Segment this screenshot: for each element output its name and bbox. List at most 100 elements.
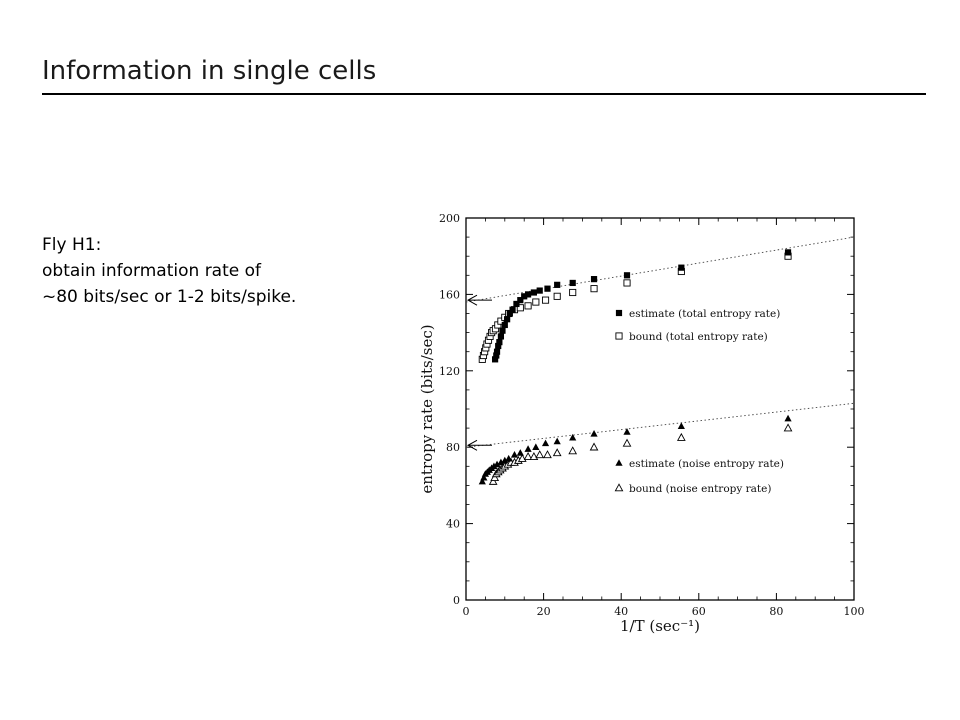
filled-square-point	[495, 342, 502, 350]
filled-square-point	[497, 333, 505, 340]
filled-square-point	[544, 285, 551, 292]
open-triangle-point	[552, 448, 562, 457]
body-line-1: Fly H1:	[42, 235, 102, 255]
legend-marker	[614, 483, 624, 492]
legend-marker	[615, 332, 623, 340]
legend-label: estimate (total entropy rate)	[629, 308, 780, 320]
open-triangle-point	[488, 476, 498, 485]
y-tick-label: 120	[439, 365, 460, 378]
extrapolation-arrow	[466, 294, 492, 306]
filled-triangle-point	[516, 449, 524, 456]
open-triangle-point	[543, 450, 552, 459]
open-square-point	[569, 288, 577, 297]
filled-triangle-point	[569, 433, 577, 441]
open-triangle-point	[490, 473, 500, 482]
legend-label: bound (total entropy rate)	[629, 331, 768, 343]
slide-title: Information in single cells	[42, 56, 377, 86]
filled-square-point	[623, 272, 631, 279]
filled-triangle-point	[478, 477, 486, 485]
x-tick-label: 0	[463, 605, 470, 618]
extrapolation-fit-line	[465, 236, 855, 303]
legend-marker	[615, 459, 623, 466]
legend-label: estimate (noise entropy rate)	[629, 458, 784, 470]
series-filled-triangle	[478, 414, 792, 485]
filled-square-point	[513, 300, 520, 308]
y-tick-label: 0	[453, 594, 460, 607]
y-tick-label: 80	[446, 441, 460, 454]
series-open-triangle	[488, 423, 793, 485]
body-line-3: ~80 bits/sec or 1-2 bits/spike.	[42, 287, 297, 307]
filled-triangle-point	[493, 460, 501, 468]
open-triangle-point	[783, 423, 793, 432]
filled-square-point	[493, 352, 500, 359]
x-tick-label: 40	[614, 605, 628, 618]
filled-square-point	[524, 291, 532, 298]
filled-square-point	[678, 264, 685, 271]
y-axis-label: entropy rate (bits/sec)	[418, 324, 436, 493]
open-square-point	[524, 302, 532, 310]
filled-square-point	[496, 339, 503, 346]
x-tick-label: 100	[844, 605, 865, 618]
open-square-point	[590, 285, 598, 293]
filled-triangle-point	[524, 445, 532, 452]
x-axis-label: 1/T (sec⁻¹)	[620, 617, 700, 635]
open-triangle-point	[523, 452, 533, 460]
filled-square-point	[569, 279, 576, 287]
y-tick-label: 200	[439, 212, 460, 225]
open-triangle-point	[568, 446, 578, 455]
filled-square-point	[493, 348, 501, 355]
filled-triangle-point	[532, 443, 540, 450]
extrapolation-fit-line	[465, 402, 855, 448]
filled-square-point	[784, 249, 792, 256]
plot-frame	[465, 217, 855, 601]
filled-square-point	[536, 287, 543, 294]
filled-triangle-point	[623, 428, 631, 435]
open-square-point	[623, 279, 631, 287]
filled-square-point	[530, 289, 537, 296]
body-text: Fly H1: obtain information rate of ~80 b…	[42, 232, 296, 310]
filled-square-point	[590, 276, 598, 283]
filled-square-point	[517, 297, 524, 304]
body-line-2: obtain information rate of	[42, 261, 262, 281]
open-triangle-point	[676, 432, 686, 441]
filled-square-point	[492, 356, 499, 363]
filled-triangle-point	[505, 454, 513, 462]
series-filled-square	[492, 249, 792, 363]
open-square-point	[553, 292, 561, 300]
entropy-rate-figure: 0 20 40 60 80 100 0 40 80 120 160 200 estimate (tot…	[400, 200, 880, 640]
open-square-point	[541, 296, 550, 304]
open-square-point	[497, 317, 505, 325]
y-tick-label: 40	[446, 518, 460, 531]
x-tick-label: 60	[692, 605, 706, 618]
filled-square-point	[501, 321, 508, 329]
filled-triangle-point	[490, 462, 498, 470]
open-triangle-point	[535, 450, 545, 459]
filled-triangle-point	[677, 422, 685, 429]
filled-triangle-point	[541, 439, 550, 447]
x-tick-label: 80	[769, 605, 783, 618]
title-divider	[42, 93, 926, 95]
legend-marker	[615, 309, 623, 317]
open-triangle-point	[589, 442, 599, 451]
filled-triangle-point	[480, 473, 488, 481]
entropy-rate-chart: 0 20 40 60 80 100 0 40 80 120 160 200 estimate (tot…	[418, 212, 865, 635]
filled-triangle-point	[590, 430, 598, 437]
filled-square-point	[499, 327, 506, 334]
filled-square-point	[504, 316, 511, 323]
filled-triangle-point	[501, 456, 509, 464]
open-square-point	[532, 298, 540, 306]
filled-square-point	[509, 306, 516, 313]
y-tick-label: 160	[439, 288, 460, 301]
filled-square-point	[506, 310, 513, 317]
open-triangle-point	[622, 438, 632, 447]
filled-triangle-point	[497, 458, 505, 466]
filled-triangle-point	[784, 414, 792, 422]
open-square-point	[516, 304, 524, 312]
filled-triangle-point	[553, 437, 561, 445]
legend-label: bound (noise entropy rate)	[629, 483, 771, 495]
x-tick-label: 20	[537, 605, 551, 618]
extrapolation-arrow	[466, 439, 492, 451]
filled-square-point	[521, 293, 528, 300]
filled-square-point	[554, 281, 561, 288]
filled-triangle-point	[510, 451, 519, 458]
